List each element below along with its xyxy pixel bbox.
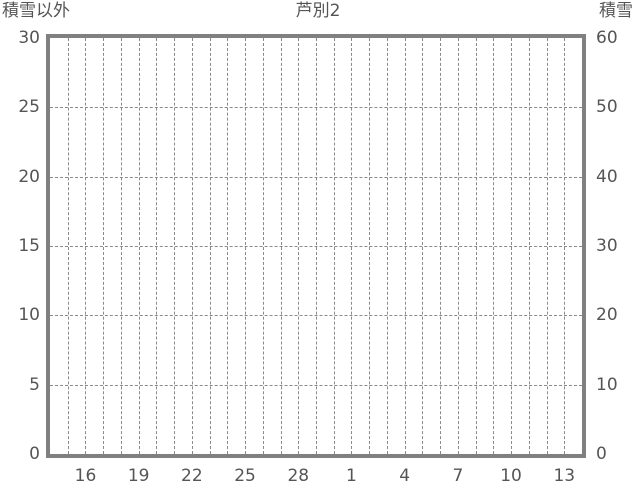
horizontal-gridline (50, 384, 582, 386)
x-axis-tick-label: 25 (234, 466, 256, 486)
x-axis-tick-label: 1 (346, 466, 357, 486)
right-axis-tick-label: 60 (596, 28, 618, 48)
left-axis-tick-label: 30 (18, 28, 40, 48)
x-axis-tick-label: 16 (74, 466, 97, 486)
right-axis-tick-label: 50 (596, 97, 618, 118)
right-axis-tick-label: 30 (596, 236, 618, 256)
left-axis-tick-label: 15 (18, 236, 40, 256)
x-axis-tick-label: 19 (127, 466, 150, 486)
chart-title: 芦別2 (295, 1, 341, 21)
horizontal-gridline (50, 315, 582, 317)
right-axis-tick-label: 10 (596, 374, 618, 395)
x-axis-tick-label: 22 (181, 466, 203, 486)
right-axis-caption: 積雪 (599, 1, 633, 21)
left-axis-tick-label: 10 (18, 305, 40, 326)
horizontal-gridline (50, 176, 582, 178)
horizontal-gridline (50, 246, 582, 247)
plot-area (46, 34, 586, 458)
left-axis-tick-label: 5 (29, 374, 40, 395)
right-axis-tick-label: 20 (596, 305, 618, 326)
x-axis-tick-label: 13 (553, 466, 576, 486)
x-axis-tick-label: 4 (399, 466, 411, 486)
left-axis-caption: 積雪以外 (2, 1, 70, 21)
x-axis-tick-label: 7 (452, 466, 464, 486)
x-axis-tick-label: 28 (287, 466, 310, 486)
left-axis-tick-label: 0 (29, 444, 40, 464)
left-axis-tick-label: 25 (18, 97, 40, 118)
plot-gridlines (50, 38, 582, 454)
right-axis-tick-label: 40 (596, 166, 618, 187)
horizontal-gridline (50, 107, 582, 109)
x-axis-tick-label: 10 (500, 466, 522, 486)
left-axis-tick-label: 20 (18, 166, 40, 187)
right-axis-tick-label: 0 (596, 444, 607, 464)
